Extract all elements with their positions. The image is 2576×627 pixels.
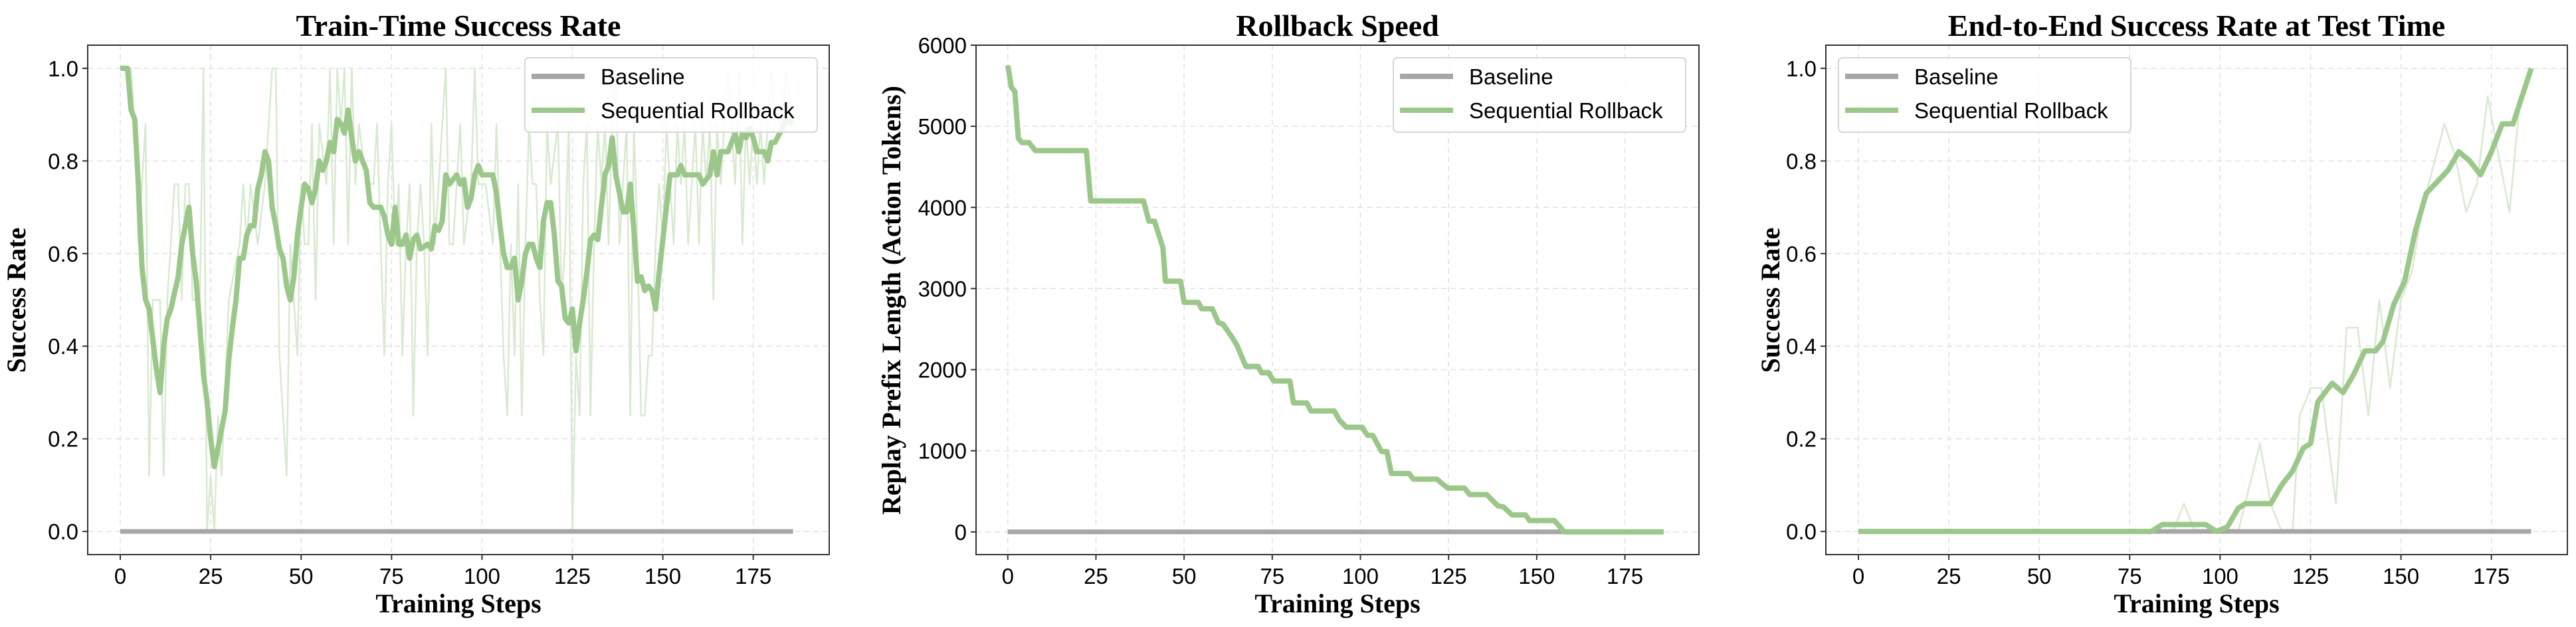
x-tick-label: 75 <box>1260 564 1284 588</box>
panel-train-time-success-rate: Train-Time Success Rate Training Steps S… <box>1 9 830 618</box>
y-tick-label: 1.0 <box>1786 56 1817 81</box>
axes-frame <box>87 45 830 555</box>
y-tick-label: 0 <box>955 520 967 545</box>
axes-frame <box>975 45 1700 555</box>
plot-area: 0 25 50 75 100 125 150 175 0.0 0.2 0.4 0.6 0.8 1.0 <box>48 45 830 588</box>
x-tick-label: 75 <box>379 564 404 588</box>
panel-rollback-speed: Rollback Speed Training Steps Replay Pre… <box>876 9 1700 618</box>
y-tick-label: 1.0 <box>48 56 78 81</box>
y-tick-label: 0.0 <box>48 519 78 544</box>
chart-title: Train-Time Success Rate <box>296 9 621 43</box>
x-tick-label: 50 <box>1172 564 1197 588</box>
legend: Baseline Sequential Rollback <box>524 57 818 133</box>
x-axis-label: Training Steps <box>375 588 541 618</box>
y-tick-label: 6000 <box>918 33 967 58</box>
x-tick-label: 0 <box>1852 564 1864 588</box>
legend-box <box>1393 57 1686 133</box>
y-tick-label: 0.8 <box>48 149 78 173</box>
y-axis-label: Success Rate <box>1 228 31 373</box>
series-line-sequential-rollback <box>1005 64 1664 535</box>
chart-title: Rollback Speed <box>1236 9 1439 43</box>
x-tick-label: 100 <box>464 564 500 588</box>
y-tick-label: 5000 <box>918 114 967 139</box>
x-tick-label: 150 <box>644 564 681 588</box>
x-tick-label: 150 <box>1518 564 1555 588</box>
x-tick-label: 125 <box>2292 564 2329 588</box>
x-axis-label: Training Steps <box>1254 588 1420 618</box>
legend-label: Sequential Rollback <box>601 98 795 123</box>
x-tick-label: 0 <box>1002 564 1014 588</box>
x-tick-label: 150 <box>2383 564 2419 588</box>
x-tick-label: 125 <box>1431 564 1467 588</box>
x-tick-label: 100 <box>1342 564 1379 588</box>
y-tick-label: 0.6 <box>1786 242 1817 266</box>
legend: Baseline Sequential Rollback <box>1393 57 1686 133</box>
x-tick-label: 50 <box>289 564 314 588</box>
x-tick-label: 175 <box>2473 564 2510 588</box>
x-tick-label: 125 <box>554 564 591 588</box>
y-tick-label: 0.8 <box>1786 149 1817 173</box>
series-line-sequential-rollback <box>1858 67 2534 535</box>
series-line-raw <box>1858 68 2532 533</box>
x-tick-label: 100 <box>2202 564 2238 588</box>
legend-label: Baseline <box>1469 64 1553 89</box>
y-tick-label: 0.2 <box>48 427 78 452</box>
axes-frame <box>1825 45 2568 555</box>
x-tick-label: 25 <box>199 564 223 588</box>
y-tick-label: 0.4 <box>1786 334 1817 359</box>
y-tick-label: 1000 <box>918 439 967 464</box>
x-axis-label: Training Steps <box>2114 588 2279 618</box>
y-tick-label: 0.4 <box>48 334 78 359</box>
y-tick-label: 4000 <box>918 195 967 220</box>
x-tick-label: 75 <box>2118 564 2142 588</box>
legend: Baseline Sequential Rollback <box>1838 57 2131 133</box>
legend-label: Sequential Rollback <box>1914 98 2108 123</box>
legend-box <box>1838 57 2131 133</box>
y-axis-label: Replay Prefix Length (Action Tokens) <box>876 86 906 515</box>
x-tick-label: 175 <box>735 564 771 588</box>
y-tick-label: 0.6 <box>48 242 78 266</box>
y-axis-label: Success Rate <box>1755 228 1785 373</box>
x-tick-label: 50 <box>2027 564 2052 588</box>
y-tick-label: 0.0 <box>1786 519 1817 544</box>
series-line-raw <box>120 67 794 533</box>
x-tick-label: 0 <box>114 564 126 588</box>
chart-title: End-to-End Success Rate at Test Time <box>1948 9 2445 43</box>
y-tick-label: 0.2 <box>1786 427 1817 452</box>
legend-label: Baseline <box>601 64 685 89</box>
x-tick-label: 175 <box>1607 564 1643 588</box>
plot-area: 0 25 50 75 100 125 150 175 0 1000 2000 3000 4000 5000… <box>918 33 1700 588</box>
legend-label: Baseline <box>1914 64 1999 89</box>
y-tick-label: 3000 <box>918 276 967 301</box>
x-tick-label: 25 <box>1937 564 1961 588</box>
panel-end-to-end-success-rate: End-to-End Success Rate at Test Time Tra… <box>1755 9 2568 618</box>
legend-box <box>524 57 818 133</box>
legend-label: Sequential Rollback <box>1469 98 1663 123</box>
x-tick-label: 25 <box>1084 564 1108 588</box>
y-tick-label: 2000 <box>918 358 967 383</box>
series-line-sequential-rollback <box>120 65 795 470</box>
